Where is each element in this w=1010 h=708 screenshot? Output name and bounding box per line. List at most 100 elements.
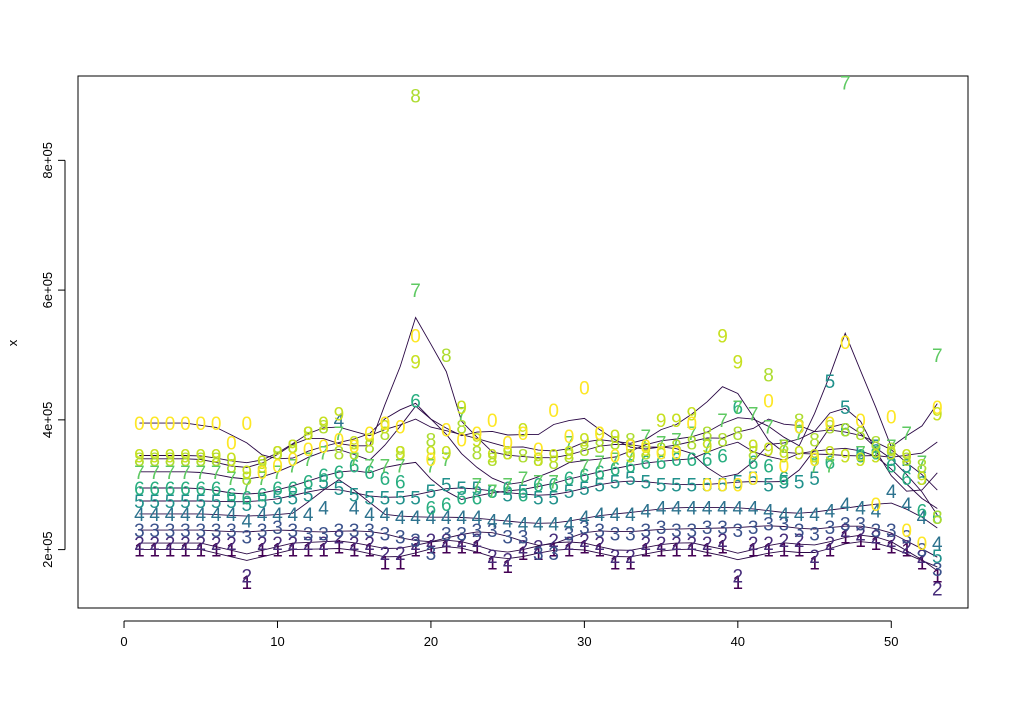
- point-label-5: 5: [656, 476, 667, 497]
- point-label-6: 6: [242, 489, 253, 510]
- point-label-0: 0: [380, 414, 391, 435]
- point-label-6: 6: [303, 472, 314, 493]
- point-label-1: 1: [318, 541, 329, 562]
- point-label-3: 3: [717, 518, 728, 539]
- point-label-9: 9: [840, 447, 851, 468]
- point-label-0: 0: [257, 463, 268, 484]
- point-label-9: 9: [502, 443, 513, 464]
- point-label-0: 0: [825, 414, 836, 435]
- point-label-8: 8: [380, 424, 391, 445]
- point-label-0: 0: [518, 424, 529, 445]
- point-label-4: 4: [303, 505, 314, 526]
- point-label-7: 7: [303, 450, 314, 471]
- point-label-2: 2: [917, 547, 928, 568]
- point-label-5: 5: [211, 492, 222, 513]
- point-label-2: 2: [825, 534, 836, 555]
- point-label-9: 9: [886, 443, 897, 464]
- point-label-7: 7: [395, 456, 406, 477]
- point-label-9: 9: [242, 463, 253, 484]
- point-label-1: 1: [594, 541, 605, 562]
- point-label-1: 1: [303, 541, 314, 562]
- point-label-7: 7: [656, 434, 667, 455]
- point-label-0: 0: [272, 456, 283, 477]
- point-label-1: 1: [426, 537, 437, 558]
- point-label-4: 4: [763, 502, 774, 523]
- point-label-7: 7: [334, 424, 345, 445]
- point-label-5: 5: [809, 469, 820, 490]
- point-label-8: 8: [794, 411, 805, 432]
- point-label-5: 5: [226, 492, 237, 513]
- point-label-8: 8: [533, 450, 544, 471]
- point-label-7: 7: [702, 437, 713, 458]
- point-label-2: 2: [180, 534, 191, 555]
- point-label-2: 2: [932, 580, 943, 601]
- point-label-5: 5: [380, 489, 391, 510]
- point-label-4: 4: [502, 511, 513, 532]
- point-label-7: 7: [380, 456, 391, 477]
- point-label-7: 7: [840, 73, 851, 94]
- point-label-1: 1: [195, 541, 206, 562]
- point-label-7: 7: [825, 456, 836, 477]
- point-label-1: 1: [533, 544, 544, 565]
- point-label-4: 4: [748, 498, 759, 519]
- point-label-6: 6: [763, 456, 774, 477]
- point-label-6: 6: [533, 476, 544, 497]
- point-label-6: 6: [134, 479, 145, 500]
- point-label-1: 1: [288, 541, 299, 562]
- point-label-5: 5: [825, 372, 836, 393]
- point-label-3: 3: [487, 521, 498, 542]
- point-label-4: 4: [395, 508, 406, 529]
- point-label-2: 2: [165, 534, 176, 555]
- point-label-3: 3: [456, 524, 467, 545]
- point-label-1: 1: [548, 541, 559, 562]
- point-label-9: 9: [901, 447, 912, 468]
- point-label-4: 4: [548, 515, 559, 536]
- point-label-2: 2: [318, 534, 329, 555]
- point-label-2: 2: [610, 547, 621, 568]
- point-label-9: 9: [917, 469, 928, 490]
- point-label-3: 3: [364, 521, 375, 542]
- point-label-0: 0: [487, 411, 498, 432]
- point-label-0: 0: [794, 417, 805, 438]
- point-label-6: 6: [548, 476, 559, 497]
- point-label-3: 3: [901, 528, 912, 549]
- point-label-0: 0: [594, 424, 605, 445]
- point-label-9: 9: [410, 352, 421, 373]
- point-label-6: 6: [687, 450, 698, 471]
- point-label-4: 4: [242, 511, 253, 532]
- point-label-9: 9: [610, 427, 621, 448]
- point-label-9: 9: [211, 447, 222, 468]
- point-label-5: 5: [272, 489, 283, 510]
- point-label-2: 2: [548, 531, 559, 552]
- point-label-0: 0: [456, 430, 467, 451]
- point-label-7: 7: [917, 453, 928, 474]
- point-label-9: 9: [855, 450, 866, 471]
- point-label-1: 1: [242, 573, 253, 594]
- point-label-3: 3: [794, 521, 805, 542]
- point-label-7: 7: [671, 430, 682, 451]
- point-label-9: 9: [487, 447, 498, 468]
- point-label-3: 3: [763, 515, 774, 536]
- point-label-8: 8: [855, 424, 866, 445]
- point-label-4: 4: [640, 502, 651, 523]
- point-label-1: 1: [671, 541, 682, 562]
- point-label-1: 1: [180, 541, 191, 562]
- point-label-9: 9: [318, 414, 329, 435]
- point-label-8: 8: [564, 447, 575, 468]
- point-label-3: 3: [625, 524, 636, 545]
- point-label-0: 0: [640, 437, 651, 458]
- point-labels: 1 1 1 1 1 1 111 1 1 1 1 1 1 11 11 1 1 1 11 11 1 1 1 1 11 11 1 1 1 1 11…: [134, 73, 943, 600]
- point-label-2: 2: [748, 534, 759, 555]
- point-label-2: 2: [594, 534, 605, 555]
- point-label-3: 3: [349, 521, 360, 542]
- point-label-2: 2: [242, 567, 253, 588]
- point-label-1: 1: [610, 554, 621, 575]
- point-label-6: 6: [932, 508, 943, 529]
- point-label-5: 5: [426, 482, 437, 503]
- point-label-9: 9: [656, 411, 667, 432]
- point-label-4: 4: [349, 498, 360, 519]
- point-label-3: 3: [533, 544, 544, 565]
- point-label-1: 1: [917, 554, 928, 575]
- point-label-3: 3: [472, 521, 483, 542]
- point-label-3: 3: [779, 515, 790, 536]
